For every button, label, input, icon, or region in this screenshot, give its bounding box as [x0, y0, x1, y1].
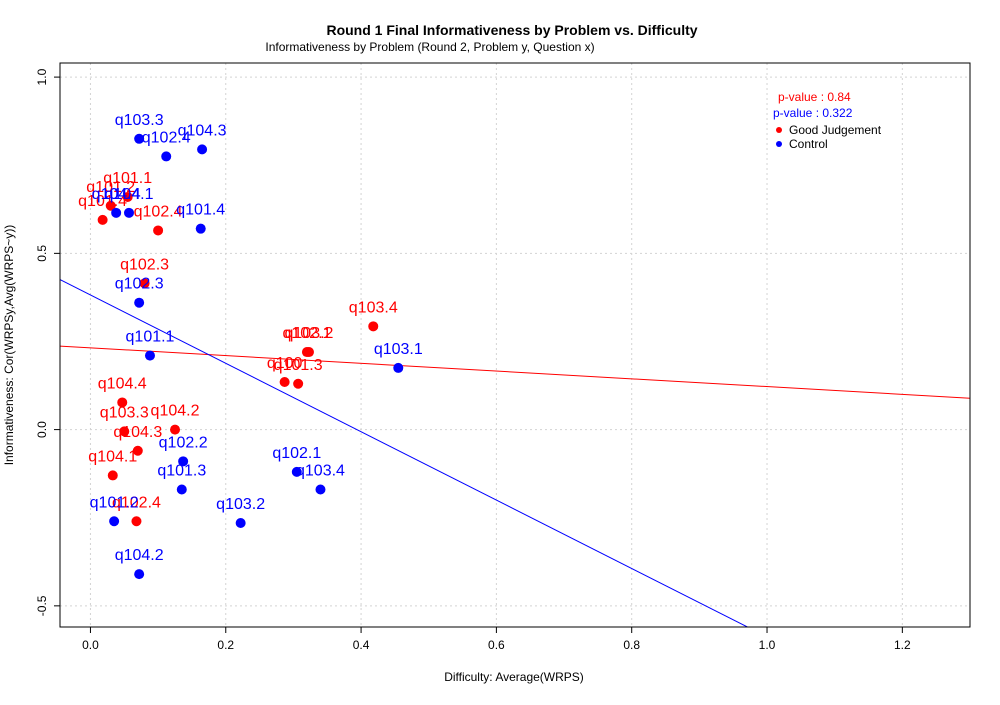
x-tick-label: 0.8 [623, 638, 640, 652]
y-tick-label: -0.5 [35, 595, 49, 616]
point-label-control: q102.1 [272, 445, 321, 462]
data-point-good-judgement [293, 378, 304, 389]
point-label-good-judgement: q101.4 [78, 193, 127, 210]
x-tick-label: 1.0 [759, 638, 776, 652]
point-label-control: q101.3 [157, 463, 206, 480]
points-layer [97, 133, 404, 580]
data-point-control [111, 207, 122, 218]
point-label-good-judgement: q102.4 [134, 203, 183, 220]
x-tick-label: 0.2 [217, 638, 234, 652]
point-label-good-judgement: q101.3 [274, 357, 323, 374]
point-label-control: q103.2 [216, 496, 265, 513]
data-point-control [291, 466, 302, 477]
data-point-good-judgement [301, 347, 312, 358]
data-point-control [134, 297, 145, 308]
point-label-good-judgement: q103.4 [349, 299, 398, 316]
trend-line-control [60, 279, 749, 627]
data-point-good-judgement [122, 191, 133, 202]
data-point-good-judgement [117, 397, 128, 408]
data-point-good-judgement [153, 225, 164, 236]
point-label-control: q104.2 [115, 547, 164, 564]
point-label-control: q103.3 [115, 112, 164, 129]
data-point-control [161, 151, 172, 162]
x-tick-label: 0.0 [82, 638, 99, 652]
point-label-good-judgement: q101.2 [86, 179, 135, 196]
data-point-control [315, 484, 326, 495]
point-label-control: q101.4 [176, 202, 225, 219]
x-tick-label: 0.4 [353, 638, 370, 652]
data-point-good-judgement [131, 516, 142, 527]
point-label-control: q104.1 [105, 186, 154, 203]
data-point-control [134, 569, 145, 580]
trend-line-good-judgement [60, 345, 970, 399]
point-label-control: q103.4 [296, 463, 345, 480]
data-point-good-judgement [97, 214, 108, 225]
point-label-control: q104.4 [92, 186, 141, 203]
point-labels-layer: q101.1q101.2q101.4q102.4q102.3q103.2q102… [78, 112, 423, 564]
trend-lines-layer [60, 279, 970, 627]
plot-frame [59, 62, 971, 628]
data-point-control [124, 207, 135, 218]
point-label-control: q104.3 [178, 122, 227, 139]
y-axis-label: Informativeness: Cor(WRPSy,Avg(WRPS~y)) [2, 225, 16, 466]
data-point-good-judgement [368, 321, 379, 332]
data-point-control [176, 484, 187, 495]
point-label-good-judgement: q103.3 [100, 404, 149, 421]
point-label-good-judgement: q104.2 [151, 403, 200, 420]
point-label-control: q102.2 [159, 434, 208, 451]
pvalue-good-judgement: p-value : 0.84 [778, 90, 851, 104]
point-label-good-judgement: q104.4 [98, 375, 147, 392]
data-point-control [197, 144, 208, 155]
data-point-control [134, 133, 145, 144]
x-axis-label: Difficulty: Average(WRPS) [444, 670, 584, 684]
data-point-good-judgement [132, 445, 143, 456]
point-label-good-judgement: q104.3 [113, 424, 162, 441]
point-label-control: q103.1 [374, 341, 423, 358]
x-tick-label: 0.6 [488, 638, 505, 652]
data-point-good-judgement [279, 377, 290, 388]
pvalue-control: p-value : 0.322 [773, 106, 853, 120]
data-point-control [393, 362, 404, 373]
legend-label-control: Control [789, 137, 828, 151]
point-label-control: q101.2 [90, 494, 139, 511]
point-label-control: q102.3 [115, 276, 164, 293]
data-point-good-judgement [107, 470, 118, 481]
point-label-good-judgement: q103.2 [285, 325, 334, 342]
data-point-control [109, 516, 120, 527]
point-label-good-judgement: q101.1 [103, 170, 152, 187]
y-tick-label: 0.0 [35, 421, 49, 438]
y-tick-label: 0.5 [35, 245, 49, 262]
point-label-good-judgement: q102.1 [282, 325, 331, 342]
legend-label-good-judgement: Good Judgement [789, 123, 882, 137]
point-label-good-judgement: q102.4 [112, 494, 161, 511]
data-point-control [178, 456, 189, 467]
legend-marker-control [776, 141, 782, 147]
chart-title: Round 1 Final Informativeness by Problem… [326, 22, 697, 38]
axes-layer: 0.0 0.2 0.4 0.6 0.8 1.0 1.2 -0.5 0.0 0.5 1.0 [35, 68, 911, 652]
data-point-control [195, 223, 206, 234]
data-point-good-judgement [105, 200, 116, 211]
point-label-good-judgement: q102.3 [120, 256, 169, 273]
legend: p-value : 0.84 p-value : 0.322 Good Judg… [773, 90, 882, 151]
x-tick-label: 1.2 [894, 638, 911, 652]
y-tick-label: 1.0 [35, 68, 49, 85]
point-label-good-judgement: q104.1 [88, 448, 137, 465]
point-label-control: q101.1 [126, 329, 175, 346]
data-point-good-judgement [170, 424, 181, 435]
legend-marker-good-judgement [776, 127, 782, 133]
data-point-control [144, 350, 155, 361]
point-label-control: q102.4 [142, 129, 191, 146]
point-label-good-judgement: q100 [267, 355, 303, 372]
grid-layer [60, 63, 970, 627]
data-point-control [235, 518, 246, 529]
chart-subtitle: Informativeness by Problem (Round 2, Pro… [265, 40, 594, 54]
data-point-good-judgement [119, 426, 130, 437]
data-point-good-judgement [139, 278, 150, 289]
